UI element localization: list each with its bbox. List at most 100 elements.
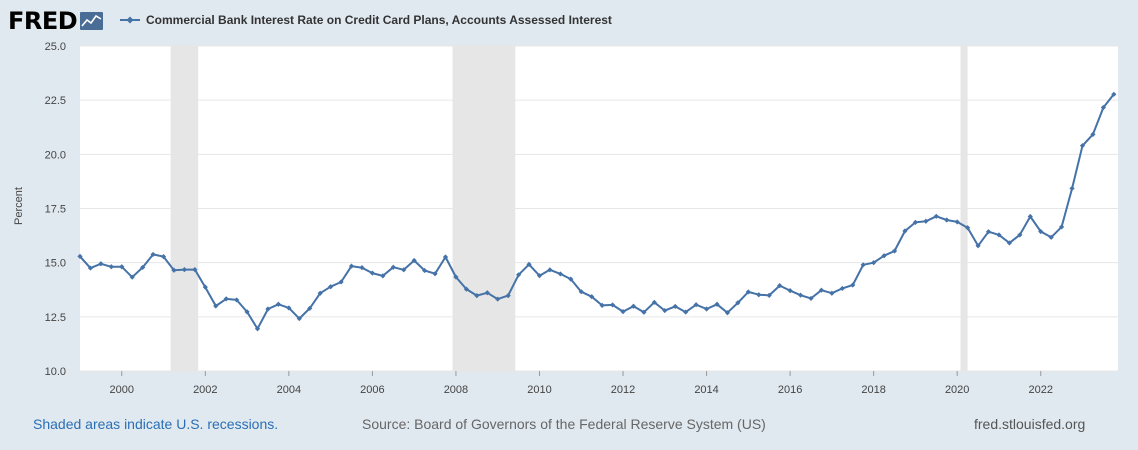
data-point bbox=[923, 218, 929, 224]
x-axis-ticks: 2000 2002 2004 2006 2008 2010 2012 2014 2016 2018… bbox=[110, 371, 1053, 396]
data-point bbox=[641, 309, 647, 315]
data-point bbox=[933, 213, 939, 219]
data-point bbox=[912, 219, 919, 225]
data-point bbox=[484, 290, 490, 296]
data-point bbox=[1059, 224, 1065, 230]
data-point bbox=[98, 261, 104, 267]
data-point bbox=[985, 229, 992, 235]
chart-canvas: 10.012.515.017.520.022.525.0 2000 2002 200… bbox=[13, 41, 1118, 396]
data-point bbox=[474, 293, 480, 299]
data-point bbox=[234, 297, 240, 303]
data-point bbox=[369, 270, 375, 276]
data-point bbox=[432, 271, 438, 277]
fred-url[interactable]: fred.stlouisfed.org bbox=[974, 416, 1086, 432]
data-point bbox=[202, 284, 208, 290]
legend-line-marker-icon bbox=[120, 16, 140, 24]
data-point bbox=[286, 305, 292, 311]
fred-logo[interactable]: FRED bbox=[8, 6, 104, 36]
y-tick-label: 20.0 bbox=[45, 149, 66, 161]
data-point bbox=[703, 306, 710, 312]
data-point bbox=[662, 307, 668, 314]
y-tick-label: 10.0 bbox=[45, 366, 66, 378]
data-point bbox=[693, 302, 699, 308]
series-layer bbox=[77, 91, 1117, 332]
data-point bbox=[975, 243, 981, 249]
recession-note-link[interactable]: Shaded areas indicate U.S. recessions. bbox=[33, 416, 279, 432]
data-point bbox=[150, 251, 156, 258]
data-point bbox=[965, 225, 971, 231]
x-tick-label: 2004 bbox=[277, 384, 301, 396]
data-point bbox=[1090, 131, 1096, 137]
data-point bbox=[119, 264, 125, 270]
data-point bbox=[422, 267, 428, 274]
data-point bbox=[850, 282, 856, 288]
data-point bbox=[317, 290, 323, 296]
y-tick-label: 22.5 bbox=[45, 95, 66, 107]
data-point bbox=[213, 303, 219, 309]
data-point bbox=[171, 267, 177, 273]
data-point bbox=[891, 248, 898, 254]
data-point bbox=[160, 254, 167, 260]
data-point bbox=[411, 257, 417, 264]
data-point bbox=[244, 309, 250, 315]
data-point bbox=[380, 273, 386, 279]
data-point bbox=[442, 254, 449, 260]
data-point bbox=[1100, 104, 1106, 111]
data-point bbox=[515, 272, 522, 278]
data-point bbox=[338, 279, 344, 285]
data-point bbox=[787, 288, 793, 294]
data-point bbox=[307, 305, 313, 311]
series-line bbox=[79, 93, 1115, 330]
x-tick-label: 2016 bbox=[778, 384, 802, 396]
data-point bbox=[735, 300, 741, 306]
x-tick-label: 2010 bbox=[527, 384, 551, 396]
data-point bbox=[359, 265, 365, 271]
data-point bbox=[881, 253, 887, 259]
data-point bbox=[275, 301, 282, 307]
data-point bbox=[630, 303, 637, 309]
data-point bbox=[756, 292, 762, 298]
data-point bbox=[129, 274, 135, 280]
data-point bbox=[1006, 240, 1012, 246]
x-tick-label: 2020 bbox=[945, 384, 969, 396]
data-point bbox=[829, 290, 835, 296]
data-point bbox=[77, 253, 83, 259]
x-tick-label: 2018 bbox=[861, 384, 885, 396]
y-axis-ticks: 10.0 12.5 15.0 17.5 20.0 22.5 25.0 bbox=[45, 41, 66, 378]
data-point bbox=[860, 262, 866, 268]
data-point bbox=[328, 284, 334, 290]
data-point bbox=[954, 219, 960, 225]
y-tick-label: 12.5 bbox=[45, 312, 66, 324]
x-tick-label: 2008 bbox=[444, 384, 468, 396]
data-point bbox=[620, 309, 626, 315]
data-point bbox=[495, 296, 501, 302]
data-point bbox=[1069, 185, 1075, 191]
data-point bbox=[526, 261, 532, 267]
data-point bbox=[683, 309, 689, 315]
data-point bbox=[599, 302, 605, 308]
data-point bbox=[401, 267, 407, 273]
data-point bbox=[296, 315, 302, 322]
data-point bbox=[672, 303, 678, 310]
data-point bbox=[463, 286, 469, 292]
data-point bbox=[453, 274, 459, 280]
data-point bbox=[1111, 91, 1117, 97]
data-point bbox=[902, 228, 908, 234]
x-tick-label: 2022 bbox=[1028, 384, 1052, 396]
data-point bbox=[1027, 213, 1033, 220]
data-point bbox=[265, 306, 271, 312]
data-point bbox=[724, 310, 731, 316]
data-point bbox=[609, 302, 616, 308]
data-point bbox=[1017, 232, 1023, 238]
data-point bbox=[348, 263, 355, 269]
source-note: Source: Board of Governors of the Federa… bbox=[362, 416, 766, 432]
y-tick-label: 17.5 bbox=[45, 204, 66, 216]
data-point bbox=[192, 267, 198, 273]
data-point bbox=[777, 283, 783, 289]
data-point bbox=[390, 264, 396, 270]
fred-logo-text: FRED bbox=[8, 7, 78, 35]
data-point bbox=[996, 232, 1002, 238]
chart-legend: Commercial Bank Interest Rate on Credit … bbox=[120, 10, 612, 30]
data-point bbox=[505, 293, 511, 299]
y-tick-label: 15.0 bbox=[45, 258, 66, 270]
